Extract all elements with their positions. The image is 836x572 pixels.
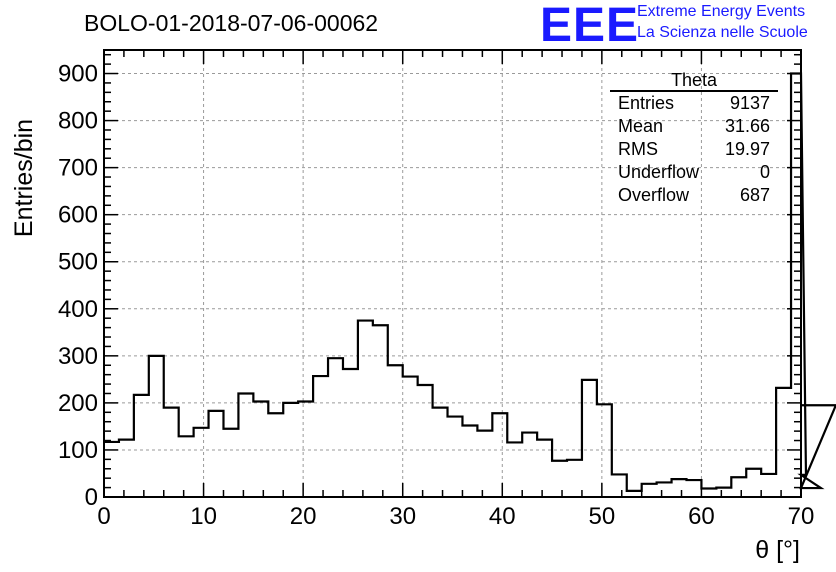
y-tick-label: 700	[58, 155, 98, 182]
stats-value: 31.66	[724, 116, 770, 136]
grid-lines	[104, 50, 801, 497]
x-tick-label: 70	[788, 503, 815, 530]
stats-label: Overflow	[618, 185, 690, 205]
y-tick-label: 800	[58, 108, 98, 135]
y-tick-label: 200	[58, 390, 98, 417]
y-tick-label: 500	[58, 249, 98, 276]
stats-title: Theta	[610, 70, 778, 92]
stats-row-rms: RMS 19.97	[610, 138, 778, 161]
y-tick-label: 100	[58, 437, 98, 464]
stats-value: 0	[759, 162, 770, 182]
x-axis-label: θ [°]	[755, 536, 800, 564]
y-tick-label: 900	[58, 61, 98, 88]
plot-frame	[103, 49, 802, 498]
stats-label: Mean	[618, 116, 664, 136]
y-axis-label: Entries/bin	[10, 119, 38, 237]
x-tick-label: 60	[688, 503, 715, 530]
stats-row-mean: Mean 31.66	[610, 115, 778, 138]
stats-label: RMS	[618, 139, 658, 159]
x-tick-label: 20	[290, 503, 317, 530]
y-tick-labels: 0 100 200 300 400 500 600 700 800 900	[58, 61, 98, 511]
plot-title: BOLO-01-2018-07-06-00062	[84, 10, 379, 36]
stats-label: Entries	[618, 93, 675, 113]
stats-label: Underflow	[618, 162, 700, 182]
stats-value: 687	[739, 185, 770, 205]
stats-value: 9137	[729, 93, 770, 113]
eee-logo: EEE	[540, 0, 640, 52]
stats-value: 19.97	[724, 139, 770, 159]
x-tick-label: 30	[389, 503, 416, 530]
stats-row-underflow: Underflow 0	[610, 161, 778, 184]
axis-ticks	[103, 50, 802, 498]
logo-line-2: La Scienza nelle Scuole	[637, 24, 808, 41]
x-tick-labels: 0 10 20 30 40 50 60 70	[97, 503, 814, 530]
x-tick-label: 40	[489, 503, 516, 530]
x-tick-label: 10	[190, 503, 217, 530]
stats-row-entries: Entries 9137	[610, 92, 778, 115]
y-tick-label: 300	[58, 343, 98, 370]
x-tick-label: 50	[589, 503, 616, 530]
y-tick-label: 400	[58, 296, 98, 323]
stats-row-overflow: Overflow 687	[610, 184, 778, 207]
y-tick-label: 0	[85, 484, 98, 511]
x-tick-label: 0	[97, 503, 110, 530]
y-tick-label: 600	[58, 202, 98, 229]
logo-line-1: Extreme Energy Events	[637, 3, 806, 20]
stats-box: Theta Entries 9137 Mean 31.66 RMS 19.97 …	[610, 70, 778, 207]
histogram-series	[104, 72, 836, 492]
